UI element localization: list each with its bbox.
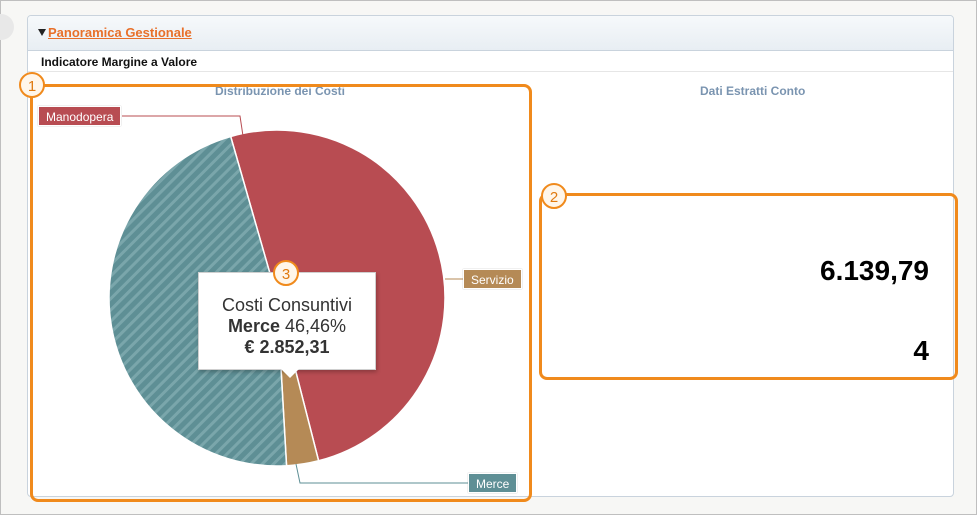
tooltip-amount: € 2.852,31 xyxy=(244,337,330,357)
pie-slice-merce[interactable] xyxy=(108,135,288,467)
leader-line-merce xyxy=(295,463,468,484)
tooltip-percent: 46,46% xyxy=(284,316,347,336)
collapse-triangle-icon[interactable] xyxy=(38,29,46,36)
kpi-volume-header: Volume Estratti Conto xyxy=(558,306,715,323)
kpi-valore-header: Valore Estratti Conto xyxy=(558,226,707,243)
pie-label-servizio: Servizio xyxy=(463,269,522,289)
sidebar-toggle[interactable] xyxy=(0,14,14,40)
callout-box-2 xyxy=(539,193,958,380)
kpi-volume-value: 4 xyxy=(913,335,929,366)
pie-section-title: Distribuzione dei Costi xyxy=(215,84,346,98)
kpi-section-title: Dati Estratti Conto xyxy=(700,84,806,98)
panel-title-link[interactable]: Panoramica Gestionale xyxy=(48,25,192,40)
tooltip-title: Costi Consuntivi xyxy=(221,295,353,315)
pie-label-manodopera: Manodopera xyxy=(38,106,122,126)
callout-badge-1: 1 xyxy=(19,72,45,98)
callout-box-1 xyxy=(30,84,532,502)
tooltip-arrow xyxy=(281,369,299,378)
callout-badge-2: 2 xyxy=(541,183,567,209)
callout-badge-3: 3 xyxy=(273,260,299,286)
leader-line-manodopera xyxy=(122,115,244,137)
pie-tooltip: Costi Consuntivi Merce 46,46% € 2.852,31 xyxy=(198,272,376,370)
tooltip-category-line: Merce 46,46% xyxy=(199,316,375,337)
tooltip-category: Merce xyxy=(227,316,280,336)
kpi-valore-value: 6.139,79 xyxy=(820,255,929,286)
panel-subtitle: Indicatore Margine a Valore xyxy=(28,51,953,72)
pie-label-merce: Merce xyxy=(468,473,518,493)
panel-header[interactable]: Panoramica Gestionale xyxy=(28,16,953,51)
